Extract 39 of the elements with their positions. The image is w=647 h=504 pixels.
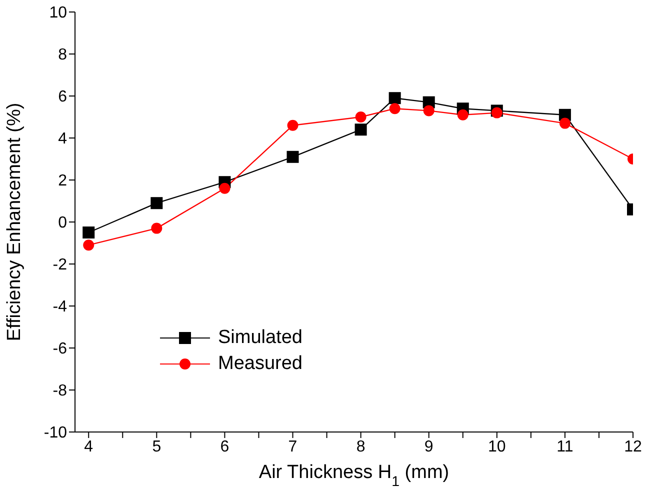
x-axis-title: Air Thickness H$_{1}$ (mm) (258, 462, 450, 490)
x-tick-label: 4 (84, 438, 94, 456)
point (150, 197, 163, 210)
y-tick-label: 8 (58, 46, 68, 64)
x-tick-label: 7 (288, 438, 298, 456)
x-tick-label: 6 (220, 438, 230, 456)
x-tick-label: 11 (556, 438, 574, 456)
point (82, 226, 95, 238)
y-axis-title: Efficiency Enhancement (%) (4, 102, 25, 342)
y-tick-label: 2 (58, 172, 68, 190)
x-tick-label: 9 (424, 438, 434, 456)
x-tick-label: 12 (624, 438, 642, 456)
point (286, 150, 299, 163)
y-tick-label: 10 (49, 4, 68, 22)
point (151, 222, 162, 234)
point (219, 182, 230, 194)
y-tick-label: 0 (58, 214, 68, 232)
y-tick-label: -4 (52, 298, 68, 316)
point (389, 103, 400, 114)
point (388, 92, 401, 104)
x-tick-label: 10 (488, 438, 506, 456)
point (354, 124, 367, 136)
y-tick-label: -10 (44, 424, 68, 442)
y-tick-label: -2 (52, 256, 68, 274)
point (423, 105, 434, 116)
point (287, 120, 298, 131)
y-tick-label: -8 (52, 382, 68, 400)
legend-label: Measured (218, 353, 302, 375)
point (559, 118, 570, 129)
point (355, 112, 366, 122)
y-tick-label: 4 (58, 130, 68, 148)
y-tick-label: -6 (52, 340, 68, 358)
x-tick-label: 8 (356, 438, 366, 456)
point (491, 107, 502, 118)
point (457, 109, 468, 120)
legend-label: Simulated (218, 327, 302, 349)
x-tick-label: 5 (152, 438, 162, 456)
point (83, 240, 94, 251)
y-tick-label: 6 (58, 88, 68, 106)
